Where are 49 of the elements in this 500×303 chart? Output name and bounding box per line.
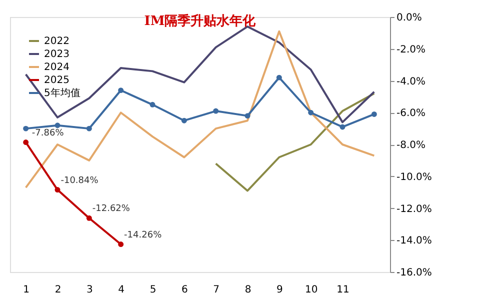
line-series bbox=[214, 92, 376, 192]
data-label: -10.84% bbox=[60, 176, 99, 186]
x-tick-label: 9 bbox=[276, 284, 283, 296]
y-tick-label: -4.0% bbox=[396, 76, 426, 88]
x-tick-label: 10 bbox=[304, 284, 318, 296]
point bbox=[86, 126, 92, 132]
point bbox=[86, 215, 92, 221]
x-tick-label: 1 bbox=[23, 284, 30, 296]
y-tick-label: -6.0% bbox=[396, 108, 426, 120]
legend-label: 2024 bbox=[44, 62, 70, 73]
line-series bbox=[24, 30, 376, 189]
legend-label: 2022 bbox=[44, 36, 70, 47]
x-tick-label: 5 bbox=[150, 284, 156, 296]
point bbox=[54, 187, 60, 192]
point bbox=[213, 108, 219, 114]
point bbox=[276, 74, 282, 80]
point bbox=[181, 118, 187, 124]
x-tick-label: 4 bbox=[118, 284, 125, 296]
data-label: -14.26% bbox=[124, 230, 162, 240]
point bbox=[244, 113, 250, 119]
y-tick-label: -2.0% bbox=[396, 44, 426, 56]
legend-label: 2023 bbox=[44, 49, 70, 60]
x-tick-label: 8 bbox=[244, 284, 252, 296]
x-tick-label: 6 bbox=[181, 284, 188, 296]
legend-label: 2025 bbox=[44, 75, 70, 86]
legend-label: 5年均值 bbox=[44, 87, 80, 99]
y-tick-label: -16.0% bbox=[396, 268, 432, 278]
y-tick-label: -14.0% bbox=[396, 236, 432, 247]
point bbox=[54, 122, 60, 128]
data-label: -7.86% bbox=[32, 128, 64, 138]
line-series bbox=[24, 26, 376, 124]
point bbox=[23, 140, 29, 145]
x-tick-label: 11 bbox=[336, 284, 350, 296]
y-tick-label: -8.0% bbox=[396, 140, 426, 151]
x-tick-label: 2 bbox=[54, 284, 62, 296]
data-label: -12.62% bbox=[92, 204, 130, 214]
point bbox=[118, 242, 124, 247]
x-tick-label: 3 bbox=[86, 284, 93, 296]
point bbox=[150, 102, 156, 108]
x-tick-label: 7 bbox=[213, 284, 220, 296]
point bbox=[118, 88, 124, 94]
point bbox=[340, 124, 346, 130]
point bbox=[371, 111, 377, 117]
point bbox=[23, 126, 29, 132]
point bbox=[308, 110, 314, 116]
y-tick-label: -12.0% bbox=[396, 204, 432, 215]
y-tick-label: -10.0% bbox=[396, 172, 432, 183]
chart-title: IM隔季升贴水年化 bbox=[144, 13, 257, 29]
y-tick-label: 0.0% bbox=[396, 12, 422, 24]
